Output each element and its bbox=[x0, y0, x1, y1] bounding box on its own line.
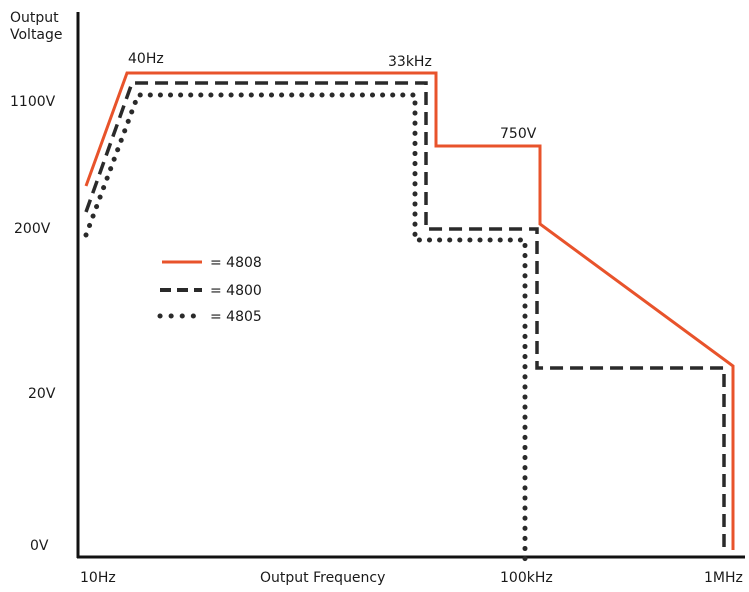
legend-label-4800: = 4800 bbox=[210, 283, 262, 299]
x-tick-label: 1MHz bbox=[704, 570, 743, 586]
series-line-4808 bbox=[84, 71, 735, 550]
annotation-750v: 750V bbox=[500, 126, 537, 142]
y-tick-label: 20V bbox=[28, 386, 56, 402]
y-axis-title-line1: Output bbox=[10, 10, 59, 26]
legend-label-4808: = 4808 bbox=[210, 255, 262, 271]
series-line-4805 bbox=[83, 92, 528, 563]
y-tick-label: 1100V bbox=[10, 94, 56, 110]
y-tick-label: 200V bbox=[14, 221, 51, 237]
y-tick-label: 0V bbox=[30, 538, 49, 554]
x-axis-title: Output Frequency bbox=[260, 570, 385, 586]
y-axis-title-line2: Voltage bbox=[10, 27, 63, 43]
annotation-33khz: 33kHz bbox=[388, 54, 432, 70]
legend-label-4805: = 4805 bbox=[210, 309, 262, 325]
x-tick-label: 100kHz bbox=[500, 570, 553, 586]
x-tick-label: 10Hz bbox=[80, 570, 116, 586]
annotation-40hz: 40Hz bbox=[128, 51, 164, 67]
series-line-4800 bbox=[84, 81, 726, 552]
legend: = 4808 = 4800 = 4805 bbox=[157, 255, 262, 325]
